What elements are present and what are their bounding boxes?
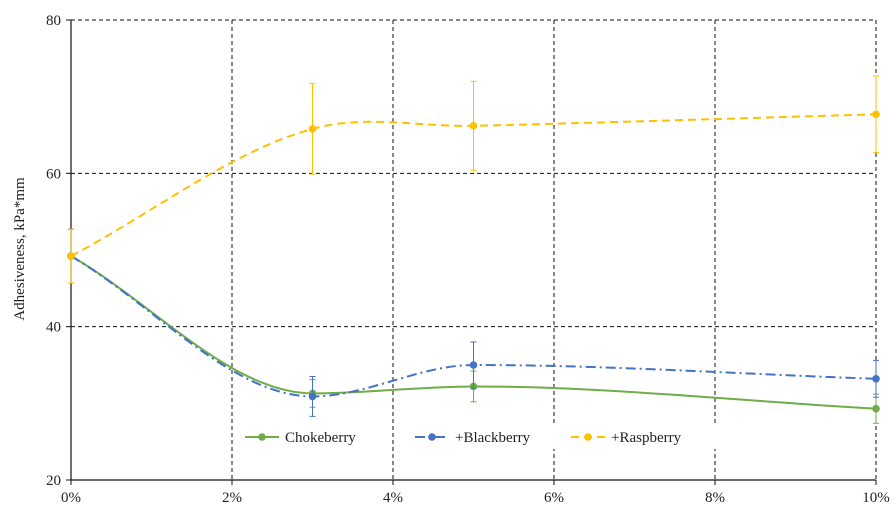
y-tick-label: 40 <box>46 320 61 336</box>
series-line <box>70 113 877 258</box>
legend-label: +Raspberry <box>611 430 682 446</box>
series-2 <box>67 228 880 417</box>
x-tick-label: 10% <box>862 490 890 506</box>
data-point <box>469 361 478 369</box>
legend-item-3: +Raspberry <box>567 425 717 449</box>
y-tick-label: 80 <box>46 13 61 29</box>
x-tick-label: 4% <box>383 490 403 506</box>
data-point <box>67 252 75 260</box>
legend-marker <box>584 433 592 441</box>
series-3 <box>67 75 880 284</box>
legend-label: +Blackberry <box>455 430 531 446</box>
axes <box>66 19 877 485</box>
y-tick-label: 20 <box>46 473 61 489</box>
legend-marker <box>258 433 266 441</box>
x-tick-label: 2% <box>222 490 242 506</box>
series-line <box>70 255 877 398</box>
data-point <box>872 110 880 119</box>
legend-item-2: +Blackberry <box>411 425 561 449</box>
y-tick-label: 60 <box>46 166 61 182</box>
data-point <box>872 375 880 383</box>
x-tick-label: 8% <box>705 490 725 506</box>
data-point <box>308 125 317 133</box>
data-point <box>872 404 880 413</box>
legend: Chokeberry +Blackberry +Raspberry <box>241 425 717 449</box>
data-point <box>308 392 317 401</box>
legend-item-1: Chokeberry <box>241 425 381 449</box>
series-line <box>70 255 877 410</box>
data-point <box>469 122 478 130</box>
series-group <box>67 75 880 424</box>
legend-label: Chokeberry <box>285 430 356 446</box>
x-tick-label: 6% <box>544 490 564 506</box>
legend-marker <box>428 433 436 441</box>
grid-lines <box>71 19 877 480</box>
tick-labels: 20 40 60 80 0% 2% 4% 6% 8% 10% <box>46 13 890 506</box>
y-axis-label: Adhesiveness, kPa*mm <box>12 177 28 321</box>
x-tick-label: 0% <box>61 490 81 506</box>
